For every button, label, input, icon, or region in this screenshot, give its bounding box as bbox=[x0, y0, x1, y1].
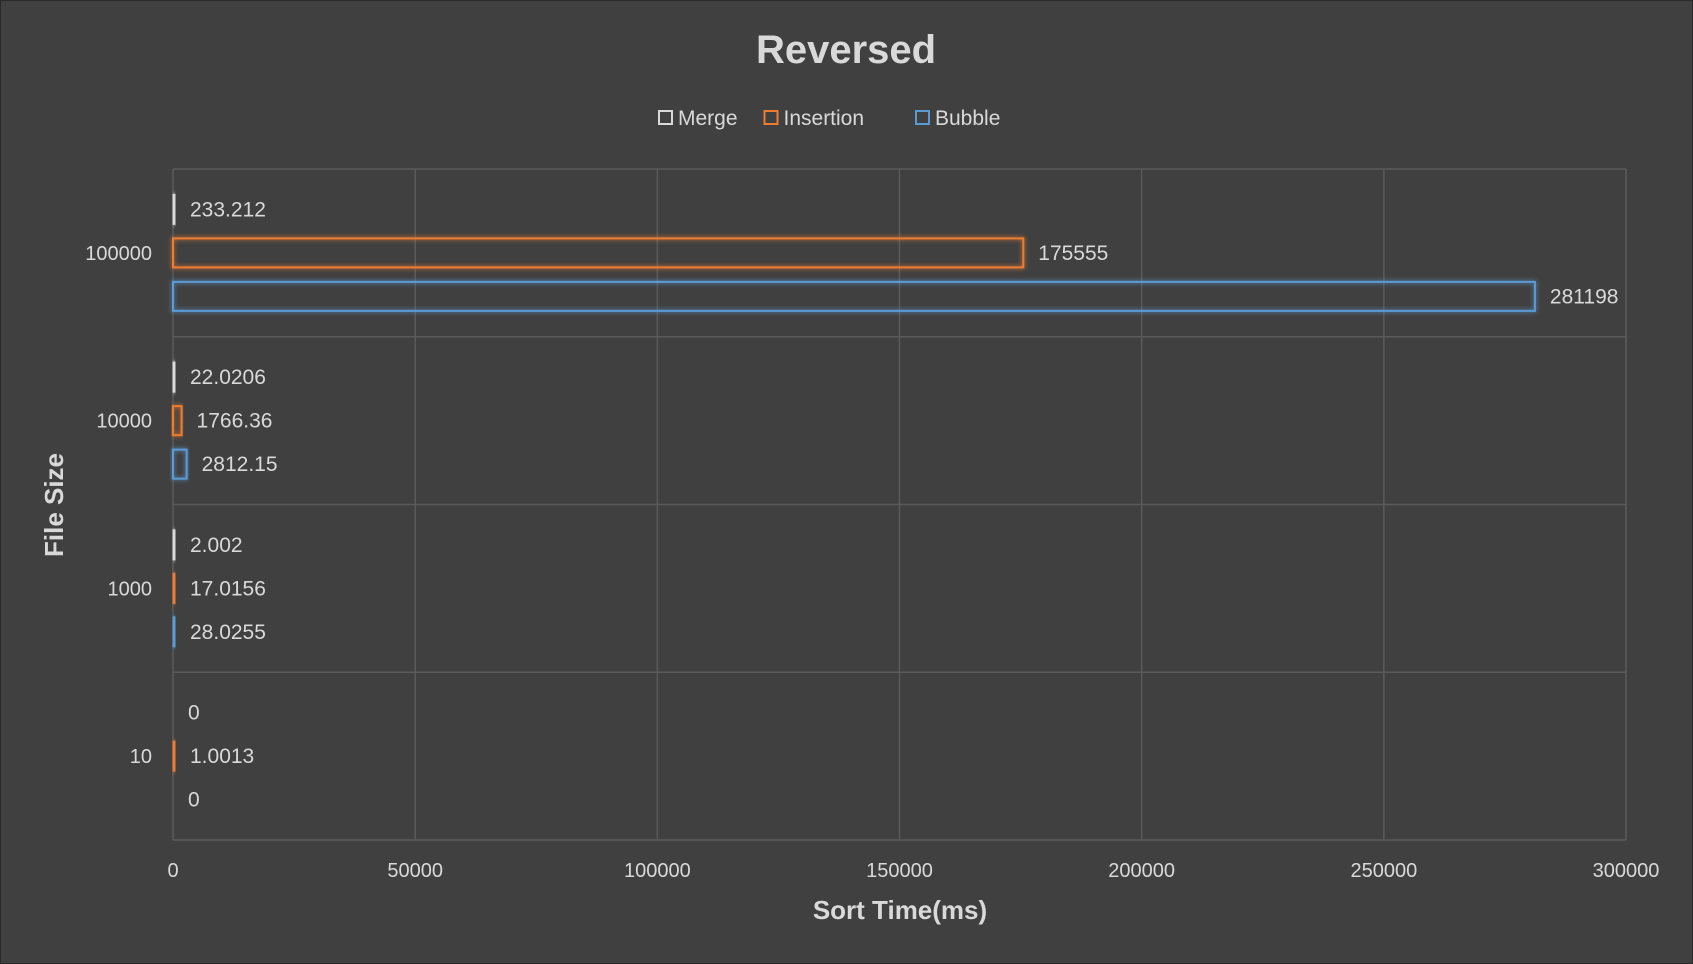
legend-item-merge: Merge bbox=[658, 107, 738, 130]
legend-item-bubble: Bubble bbox=[915, 107, 1000, 130]
legend-label: Insertion bbox=[784, 107, 865, 130]
x-tick-label: 150000 bbox=[866, 860, 933, 882]
bar-insertion-1000 bbox=[172, 572, 176, 604]
x-tick-label: 250000 bbox=[1350, 860, 1417, 882]
data-label-insertion-1000: 17.0156 bbox=[190, 577, 266, 600]
bar-merge-1000 bbox=[172, 529, 176, 561]
y-axis-tick-labels: 100000 10000 1000 10 bbox=[85, 243, 152, 768]
bars bbox=[172, 193, 1536, 772]
legend-swatch bbox=[915, 110, 930, 125]
y-tick-label: 10 bbox=[130, 746, 152, 768]
x-tick-label: 100000 bbox=[624, 860, 691, 882]
legend-label: Bubble bbox=[935, 107, 1000, 130]
bar-bubble-10000 bbox=[172, 448, 188, 480]
data-label-merge-1000: 2.002 bbox=[190, 534, 243, 557]
bar-bubble-1000 bbox=[172, 616, 176, 648]
x-axis-tick-labels: 0 50000 100000 150000 200000 250000 300000 bbox=[167, 860, 1659, 882]
chart-title: Reversed bbox=[756, 28, 936, 72]
bar-merge-10000 bbox=[172, 361, 176, 393]
data-label-bubble-10000: 2812.15 bbox=[202, 453, 278, 476]
x-tick-label: 200000 bbox=[1108, 860, 1175, 882]
x-tick-label: 300000 bbox=[1593, 860, 1660, 882]
x-tick-label: 0 bbox=[167, 860, 178, 882]
data-label-bubble-1000: 28.0255 bbox=[190, 621, 266, 644]
y-axis-title: File Size bbox=[39, 453, 69, 557]
y-tick-label: 10000 bbox=[96, 411, 152, 433]
legend-label: Merge bbox=[678, 107, 738, 130]
data-label-bubble-100000: 281198 bbox=[1550, 285, 1619, 308]
bar-insertion-10 bbox=[172, 740, 176, 772]
legend-item-insertion: Insertion bbox=[763, 107, 865, 130]
data-label-insertion-10: 1.0013 bbox=[190, 745, 254, 768]
x-tick-label: 50000 bbox=[387, 860, 443, 882]
data-label-merge-10: 0 bbox=[188, 702, 200, 725]
data-label-bubble-10: 0 bbox=[188, 789, 200, 812]
data-label-merge-100000: 233.212 bbox=[190, 198, 266, 221]
data-label-insertion-10000: 1766.36 bbox=[197, 410, 273, 433]
y-tick-label: 1000 bbox=[108, 578, 153, 600]
bar-insertion-100000 bbox=[172, 237, 1025, 269]
legend-swatch bbox=[763, 110, 779, 125]
bar-insertion-10000 bbox=[172, 405, 183, 437]
gridlines bbox=[172, 168, 1627, 841]
data-label-insertion-100000: 175555 bbox=[1038, 242, 1108, 265]
y-tick-label: 100000 bbox=[85, 243, 152, 265]
data-label-merge-10000: 22.0206 bbox=[190, 366, 266, 389]
bar-merge-100000 bbox=[172, 193, 176, 225]
legend-swatch bbox=[658, 110, 673, 125]
data-labels: 233.212 175555 281198 22.0206 1766.36 2812.15… bbox=[188, 198, 1618, 811]
legend: Merge Insertion Bubble bbox=[658, 107, 1000, 130]
x-axis-title: Sort Time(ms) bbox=[813, 895, 987, 925]
bar-bubble-100000 bbox=[172, 280, 1536, 312]
